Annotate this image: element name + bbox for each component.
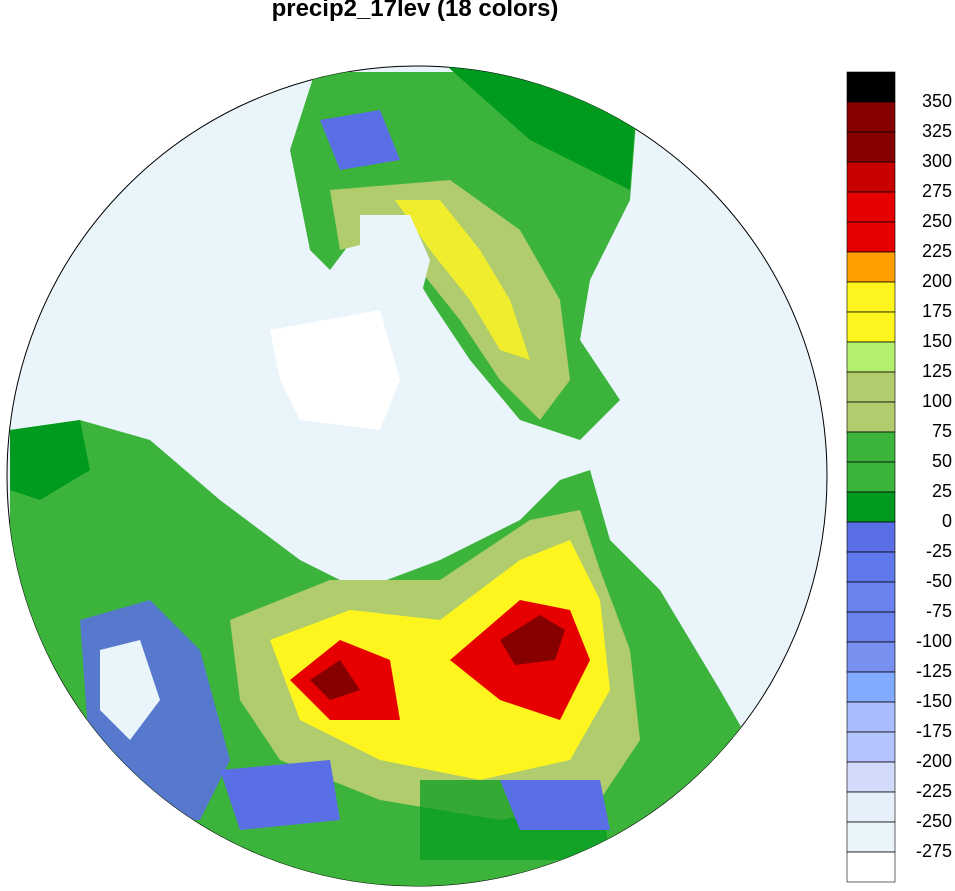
colorbar-label: 300	[922, 151, 952, 171]
colorbar: 3503253002752502252001751501251007550250…	[846, 71, 952, 883]
colorbar-label: -175	[916, 721, 952, 741]
colorbar-box	[846, 551, 896, 583]
colorbar-box	[846, 341, 896, 373]
colorbar-label: -75	[926, 601, 952, 621]
colorbar-label: 100	[922, 391, 952, 411]
colorbar-box	[846, 731, 896, 763]
colorbar-label: -275	[916, 841, 952, 861]
colorbar-box	[846, 401, 896, 433]
colorbar-box	[846, 611, 896, 643]
colorbar-label: -25	[926, 541, 952, 561]
land	[10, 66, 760, 886]
colorbar-box	[846, 791, 896, 823]
colorbar-box	[846, 161, 896, 193]
colorbar-label: 250	[922, 211, 952, 231]
colorbar-box	[846, 281, 896, 313]
colorbar-label: 200	[922, 271, 952, 291]
colorbar-box	[846, 851, 896, 883]
colorbar-box	[846, 71, 896, 103]
colorbar-label: 175	[922, 301, 952, 321]
colorbar-box	[846, 191, 896, 223]
colorbar-label: -225	[916, 781, 952, 801]
colorbar-box	[846, 491, 896, 523]
colorbar-box	[846, 431, 896, 463]
colorbar-label: 125	[922, 361, 952, 381]
colorbar-box	[846, 371, 896, 403]
colorbar-box	[846, 221, 896, 253]
colorbar-label: 350	[922, 91, 952, 111]
colorbar-label: -200	[916, 751, 952, 771]
colorbar-box	[846, 821, 896, 853]
map-title: precip2_17lev (18 colors)	[272, 0, 559, 22]
colorbar-box	[846, 641, 896, 673]
colorbar-box	[846, 581, 896, 613]
colorbar-box	[846, 701, 896, 733]
colorbar-label: 325	[922, 121, 952, 141]
colorbar-label: 25	[932, 481, 952, 501]
colorbar-label: -250	[916, 811, 952, 831]
colorbar-label: -125	[916, 661, 952, 681]
colorbar-label: -100	[916, 631, 952, 651]
colorbar-label: 0	[942, 511, 952, 531]
colorbar-box	[846, 521, 896, 553]
colorbar-box	[846, 311, 896, 343]
colorbar-label: 225	[922, 241, 952, 261]
colorbar-label: 275	[922, 181, 952, 201]
colorbar-box	[846, 461, 896, 493]
colorbar-label: -50	[926, 571, 952, 591]
colorbar-label: -150	[916, 691, 952, 711]
colorbar-box	[846, 251, 896, 283]
colorbar-label: 50	[932, 451, 952, 471]
colorbar-box	[846, 131, 896, 163]
colorbar-box	[846, 671, 896, 703]
colorbar-box	[846, 761, 896, 793]
colorbar-label: 150	[922, 331, 952, 351]
colorbar-box	[846, 101, 896, 133]
colorbar-label: 75	[932, 421, 952, 441]
polar-map	[6, 65, 828, 887]
